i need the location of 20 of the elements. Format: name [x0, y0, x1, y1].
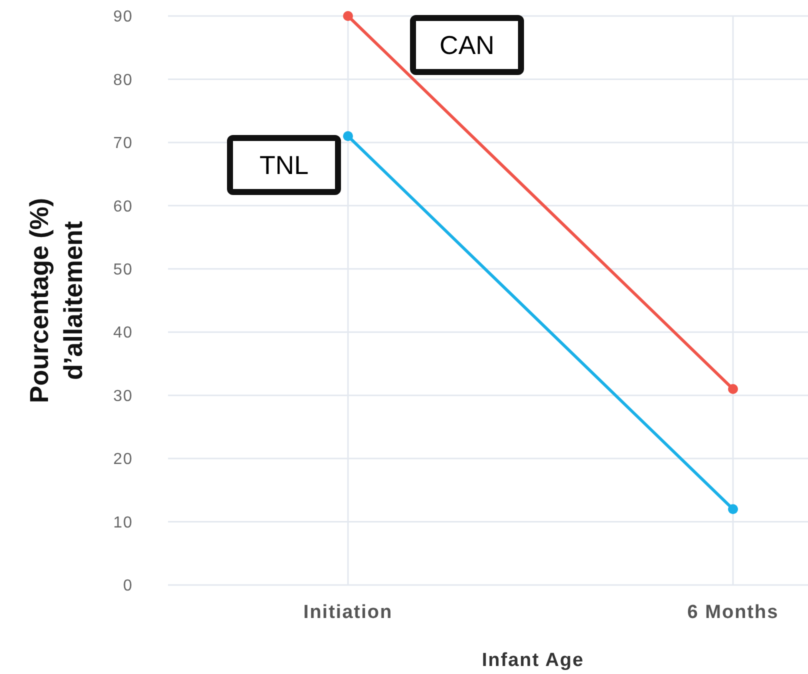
y-axis-title: Pourcentage (%) d’allaitement: [24, 198, 88, 404]
y-tick-label: 30: [113, 388, 133, 405]
y-tick-label: 50: [113, 261, 133, 278]
y-tick-label: 80: [113, 72, 133, 89]
y-tick-label: 0: [123, 578, 133, 595]
y-tick-label: 40: [113, 324, 133, 342]
series-label: TNL: [259, 150, 309, 180]
point: [343, 11, 353, 21]
series-label: CAN: [440, 30, 494, 60]
point: [343, 131, 353, 142]
y-tick-label: 70: [113, 135, 133, 152]
x-axis-title: Infant Age: [482, 650, 584, 671]
y-tick-label: 90: [113, 8, 133, 26]
y-tick-label: 60: [113, 198, 133, 216]
y-tick-label: 20: [113, 451, 133, 468]
y-tick-label: 10: [113, 514, 133, 532]
point: [728, 384, 738, 394]
x-tick-label: Initiation: [303, 602, 393, 623]
point: [728, 504, 738, 514]
x-tick-label: 6 Months: [687, 602, 779, 623]
